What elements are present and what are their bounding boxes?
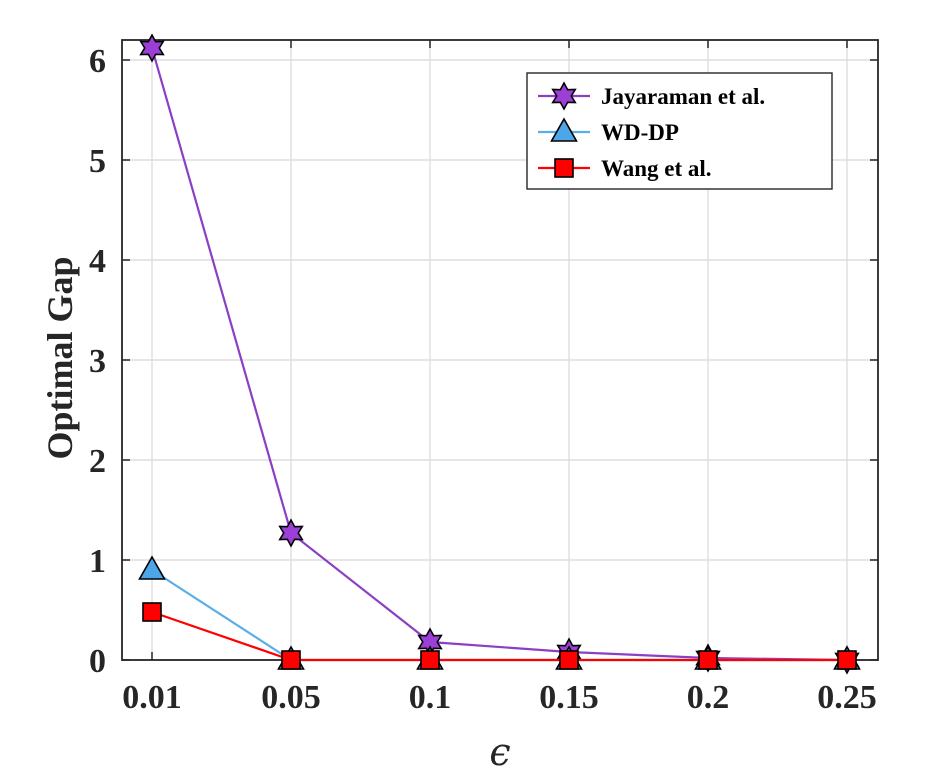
data-point <box>138 555 166 580</box>
x-tick-label: 0.15 <box>539 679 599 716</box>
legend-label: Wang et al. <box>601 156 712 181</box>
legend-marker <box>551 81 577 111</box>
legend: Jayaraman et al. WD-DP Wang et al. <box>526 72 833 190</box>
y-axis-label: Optimal Gap <box>40 256 80 459</box>
legend-marker <box>554 158 574 178</box>
x-axis-label: ϵ <box>489 730 510 774</box>
y-tick-label: 2 <box>89 443 106 480</box>
legend-item: Wang et al. <box>538 156 712 181</box>
data-point <box>837 650 857 670</box>
series-line <box>150 47 848 662</box>
legend-label: WD-DP <box>601 120 679 145</box>
data-point <box>281 650 301 670</box>
x-tick-label: 0.1 <box>409 679 452 716</box>
y-tick-label: 5 <box>89 143 106 180</box>
series-line <box>151 610 847 662</box>
legend-item: WD-DP <box>538 117 679 145</box>
x-tick-label: 0.05 <box>261 679 321 716</box>
y-tick-label: 1 <box>89 543 106 580</box>
tick-labels: 0.01 0.05 0.1 0.15 0.2 0.25 0 1 2 3 4 5 6 <box>89 43 877 716</box>
x-tick-label: 0.01 <box>122 679 182 716</box>
x-tick-label: 0.2 <box>687 679 730 716</box>
data-point <box>559 650 579 670</box>
legend-item: Jayaraman et al. <box>538 81 765 111</box>
x-tick-label: 0.25 <box>817 679 877 716</box>
legend-label: Jayaraman et al. <box>601 84 765 109</box>
data-point <box>420 650 440 670</box>
data-point <box>142 602 162 622</box>
data-point <box>139 33 165 63</box>
series-0 <box>139 33 860 675</box>
data-point <box>698 650 718 670</box>
legend-marker <box>550 117 578 142</box>
y-tick-label: 6 <box>89 43 106 80</box>
y-tick-label: 3 <box>89 343 106 380</box>
grid <box>122 40 878 661</box>
series-2 <box>142 602 857 670</box>
data-point <box>278 518 304 548</box>
y-tick-label: 0 <box>89 643 106 680</box>
y-tick-label: 4 <box>89 243 106 280</box>
series-group <box>138 33 861 675</box>
